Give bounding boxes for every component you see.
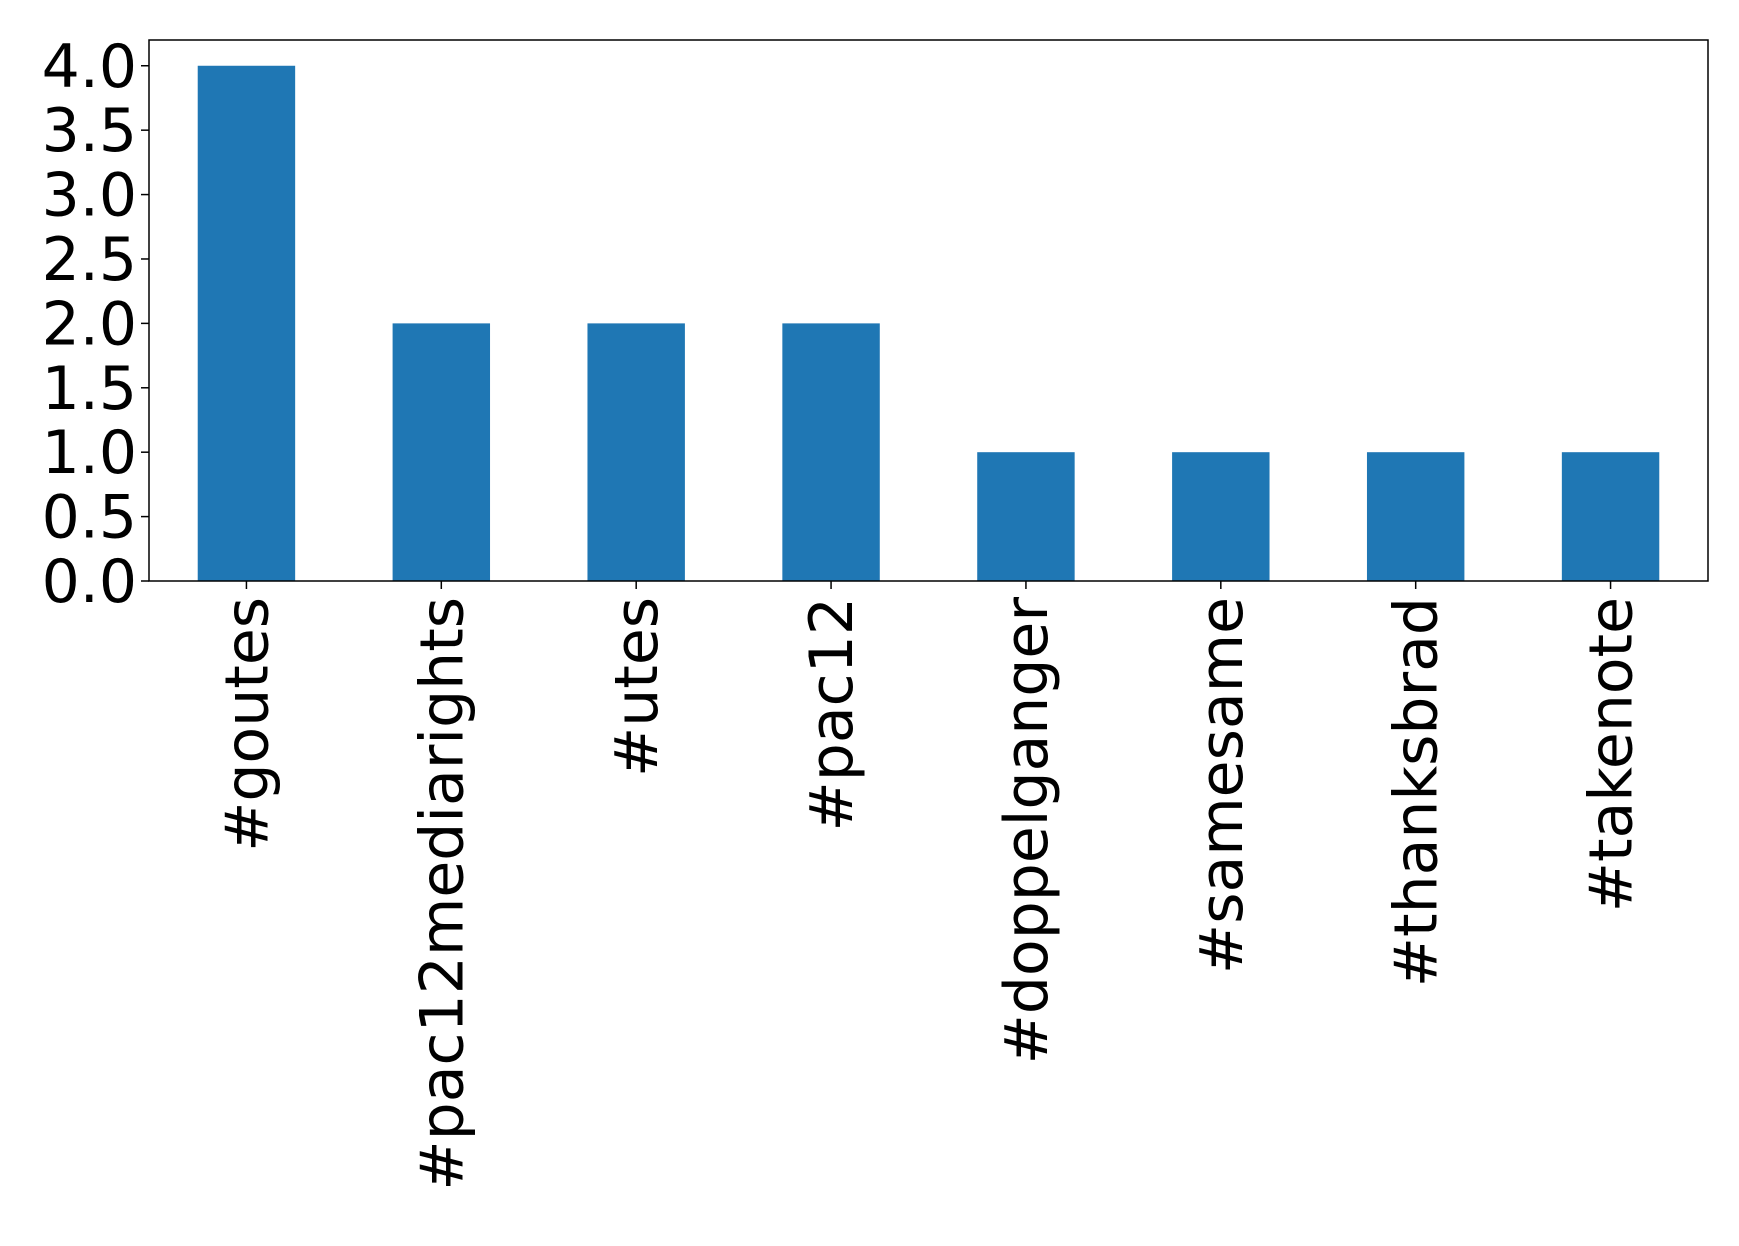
bar xyxy=(977,452,1075,581)
x-tick-label: #samesame xyxy=(1187,597,1257,974)
y-tick-label: 3.0 xyxy=(42,161,137,231)
y-tick-label: 4.0 xyxy=(42,32,137,102)
y-tick-label: 0.5 xyxy=(42,483,137,553)
bar xyxy=(1172,452,1270,581)
bar xyxy=(587,323,685,581)
bar xyxy=(392,323,491,581)
x-tick-label: #pac12 xyxy=(797,597,867,831)
x-tick-label: #utes xyxy=(602,597,672,777)
y-tick-label: 1.0 xyxy=(42,418,137,488)
bar xyxy=(1561,452,1660,581)
y-tick-label: 2.5 xyxy=(42,225,137,295)
y-tick-label: 1.5 xyxy=(42,354,137,424)
y-tick-label: 0.0 xyxy=(42,547,137,617)
y-tick-label: 2.0 xyxy=(42,289,137,359)
bar xyxy=(782,323,880,581)
x-tick-label: #takenote xyxy=(1577,597,1647,912)
x-tick-label: #pac12mediarights xyxy=(407,597,477,1191)
plot-frame xyxy=(148,39,1709,582)
x-tick-label: #thanksbrad xyxy=(1382,597,1452,987)
bar xyxy=(1366,452,1465,581)
bar xyxy=(197,65,296,581)
x-tick-label: #doppelganger xyxy=(992,597,1062,1065)
y-tick-label: 3.5 xyxy=(42,96,137,166)
x-tick-label: #goutes xyxy=(212,597,282,852)
